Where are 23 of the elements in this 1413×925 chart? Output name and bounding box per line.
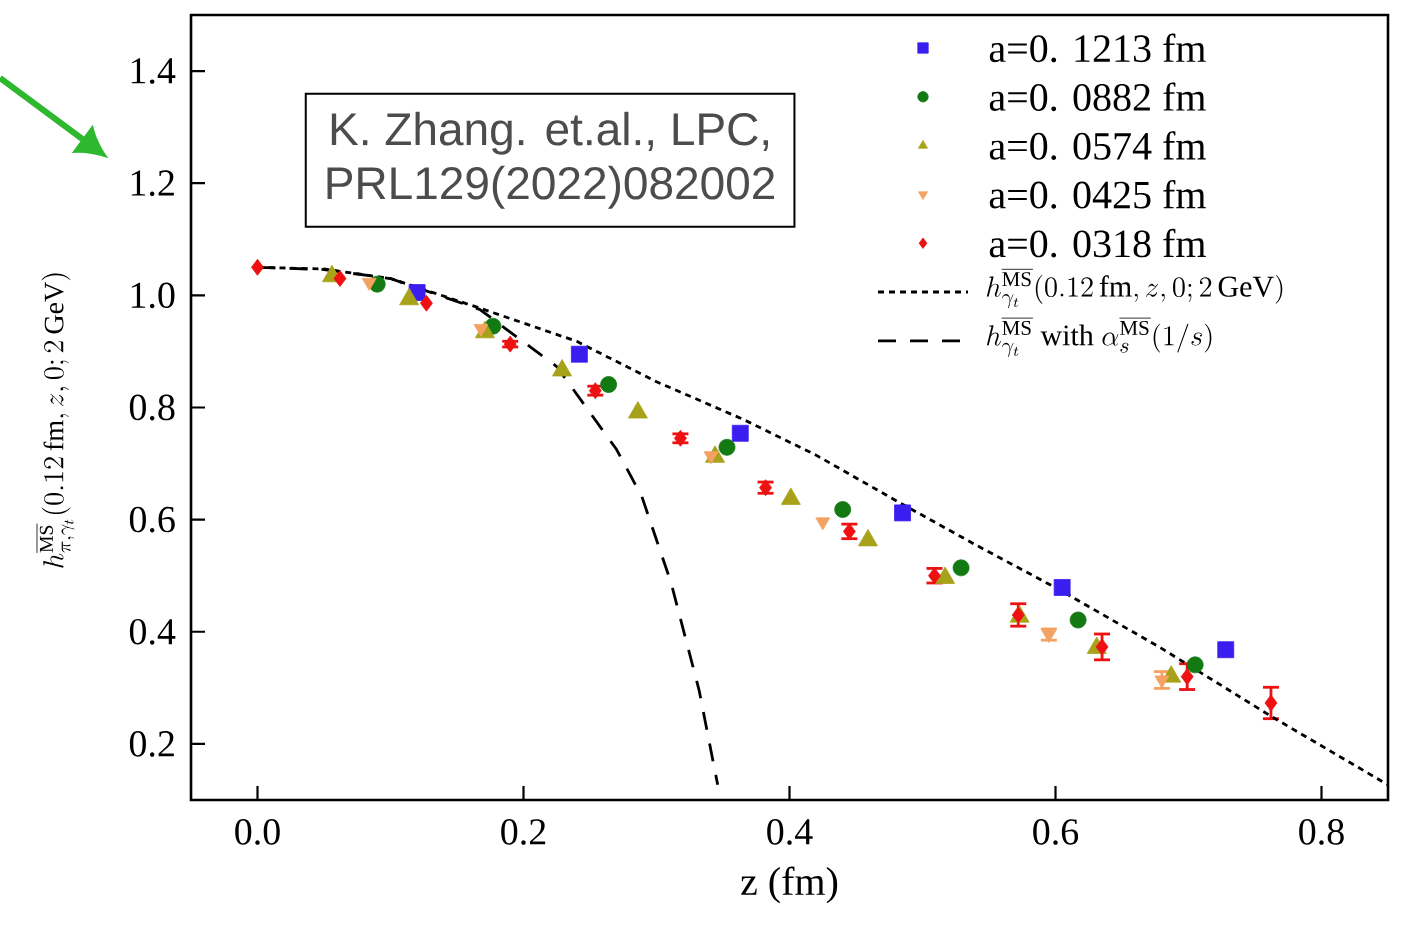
x-tick-label: 0.8	[1299, 819, 1344, 845]
annotation: K. Zhang. et.al., LPC,	[331, 111, 768, 155]
legend-label: a=0. 0425 fm	[989, 180, 1206, 209]
x-axis-title: z (fm)	[741, 866, 838, 904]
legend-label: a=0. 0574 fm	[989, 131, 1206, 160]
legend-label: a=0. 0882 fm	[989, 82, 1206, 112]
annotation: PRL129(2022)082002	[327, 165, 775, 209]
y-tick-label: 1.0	[131, 282, 175, 309]
y-tick-label: 1.4	[131, 58, 176, 84]
legend-label: $h^{\overline{\mathrm{MS}}}_{\gamma_t}\ \mathrm{with}\ \alpha_s^{\overline{\mathrm{MS}}}(1/s)$	[986, 318, 1212, 358]
legend-label: a=0. 0318 fm	[989, 228, 1206, 258]
x-tick-label: 0.2	[501, 819, 546, 845]
y-tick-label: 0.4	[129, 618, 176, 645]
x-tick-label: 0.6	[1033, 819, 1079, 845]
legend-label: a=0. 1213 fm	[989, 33, 1206, 63]
x-tick-label: 0.4	[767, 819, 813, 845]
legend-label: $h^{\overline{\mathrm{MS}}}_{\gamma_t}(0.12\,\mathrm{fm}, z, 0; 2\,\mathrm{GeV})$	[986, 269, 1283, 309]
y-tick-label: 0.6	[129, 506, 175, 533]
y-tick-label: 0.8	[129, 394, 175, 421]
x-tick-label: 0.0	[235, 819, 280, 845]
y-axis-title: $h^{\overline{\mathrm{MS}}}_{\pi,\gamma_t}(0.12\,\mathrm{fm}, z, 0; 2\,\mathrm{GeV})$	[36, 273, 75, 568]
y-tick-label: 0.2	[129, 731, 174, 757]
y-tick-label: 1.2	[131, 170, 174, 197]
